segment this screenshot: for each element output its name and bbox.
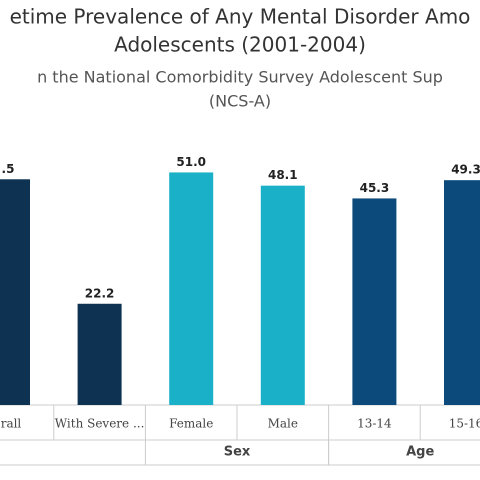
x-tick-label: Male bbox=[268, 417, 298, 431]
data-label: 45.3 bbox=[360, 181, 390, 195]
x-tick-label: Female bbox=[169, 417, 213, 431]
x-tick-label: With Severe ... bbox=[55, 417, 145, 431]
x-tick-label: rall bbox=[1, 417, 22, 431]
x-tick-label: 15-16 bbox=[449, 417, 480, 431]
chart-title: etime Prevalence of Any Mental Disorder … bbox=[10, 5, 471, 29]
bar bbox=[444, 180, 480, 405]
data-label: 22.2 bbox=[85, 286, 115, 300]
bar bbox=[169, 172, 214, 405]
chart-subtitle: n the National Comorbidity Survey Adoles… bbox=[37, 68, 443, 87]
chart-title: Adolescents (2001-2004) bbox=[114, 33, 366, 57]
data-label: 49.3 bbox=[451, 163, 480, 177]
group-label: Age bbox=[406, 445, 434, 460]
x-tick-label: 13-14 bbox=[357, 417, 392, 431]
bar bbox=[352, 198, 397, 405]
data-label: 48.1 bbox=[268, 168, 298, 182]
data-label: 51.0 bbox=[176, 155, 206, 169]
bar bbox=[260, 185, 305, 405]
chart-subtitle: (NCS-A) bbox=[209, 92, 271, 111]
group-label: Sex bbox=[224, 445, 251, 460]
data-label: .5 bbox=[2, 162, 15, 176]
bar bbox=[0, 179, 30, 405]
bar bbox=[77, 303, 122, 405]
